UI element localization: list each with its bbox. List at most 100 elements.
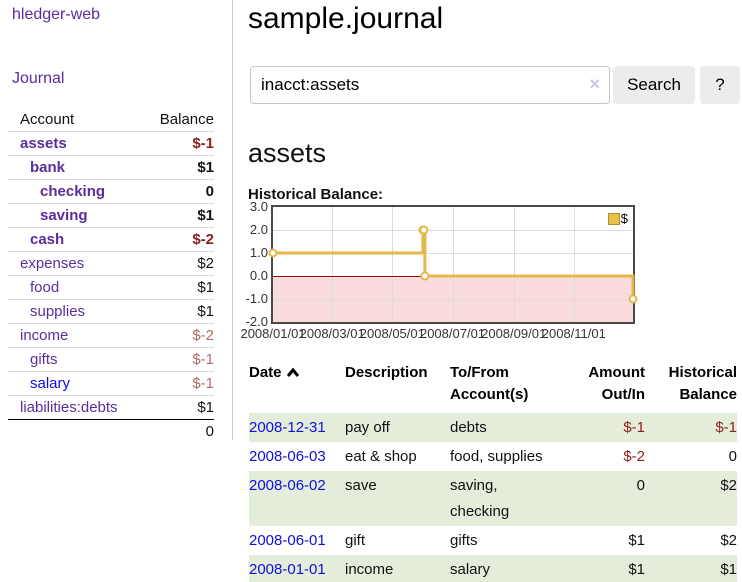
chart-legend: $ [607, 211, 628, 226]
register-header-accounts[interactable]: To/From Account(s) [450, 364, 529, 403]
transaction-date-link[interactable]: 2008-06-02 [249, 477, 326, 494]
register-row: 2008-06-03 eat & shop food, supplies $-2… [249, 442, 737, 471]
accounts-total-value: 0 [145, 419, 214, 443]
account-link-checking[interactable]: checking [40, 183, 106, 200]
account-row-liabilities-debts: liabilities:debts $1 [8, 395, 214, 420]
account-link-salary[interactable]: salary [30, 375, 71, 392]
accounts-header-account: Account [20, 111, 75, 128]
x-axis-tick-label: 2008/01/01 [240, 326, 306, 341]
sidebar-item-journal[interactable]: Journal [12, 70, 65, 87]
y-axis-tick-label: 3.0 [249, 199, 268, 214]
accounts-header-row: Account Balance [8, 108, 214, 132]
y-axis-tick-label: 1.0 [249, 245, 268, 260]
account-link-gifts[interactable]: gifts [30, 351, 58, 368]
clear-search-icon[interactable]: × [589, 74, 600, 94]
search-input[interactable] [250, 66, 610, 104]
account-row-checking: checking 0 [8, 179, 214, 204]
account-balance: $2 [145, 251, 214, 276]
account-link-income[interactable]: income [20, 327, 69, 344]
accounts-header-balance: Balance [159, 111, 214, 128]
x-axis-tick-label: 2008/03/01 [299, 326, 365, 341]
gridline [452, 207, 454, 322]
balance-series [268, 225, 638, 304]
data-point-marker [419, 225, 429, 235]
help-button[interactable]: ? [700, 66, 740, 104]
transaction-accounts: saving, checking [450, 477, 510, 520]
register-row: 2008-06-01 gift gifts $1 $2 [249, 526, 737, 555]
y-axis-tick-label: -1.0 [245, 291, 268, 306]
data-point-marker [628, 294, 638, 304]
legend-swatch-icon [607, 212, 620, 225]
app-title-link[interactable]: hledger-web [12, 6, 101, 23]
register-header-description[interactable]: Description [345, 364, 428, 381]
balance-chart-plot[interactable]: $ [268, 205, 638, 324]
register-row: 2008-12-31 pay off debts $-1 $-1 [249, 413, 737, 442]
sidebar-divider [232, 0, 233, 440]
y-axis-tick-label: 2.0 [249, 222, 268, 237]
data-point-marker [268, 248, 278, 258]
transaction-date-link[interactable]: 2008-06-01 [249, 532, 326, 549]
transaction-balance: $-1 [715, 419, 737, 436]
account-row-assets: assets $-1 [8, 131, 214, 156]
transaction-date-link[interactable]: 2008-12-31 [249, 419, 326, 436]
sort-ascending-icon [286, 367, 299, 377]
register-header-amount[interactable]: Amount Out/In [588, 364, 645, 403]
account-balance: $1 [145, 275, 214, 300]
transaction-date-link[interactable]: 2008-06-03 [249, 448, 326, 465]
transaction-balance: $2 [720, 477, 737, 494]
account-balance: 0 [145, 179, 214, 204]
x-axis-tick-label: 2008/09/01 [481, 326, 547, 341]
account-row-gifts: gifts $-1 [8, 347, 214, 372]
account-row-salary: salary $-1 [8, 371, 214, 396]
transaction-description: eat & shop [345, 448, 417, 465]
register-header-date[interactable]: Date [249, 360, 345, 413]
transaction-amount: $1 [628, 532, 645, 549]
page-title: sample.journal [248, 2, 444, 35]
account-row-cash: cash $-2 [8, 227, 214, 252]
account-link-expenses[interactable]: expenses [20, 255, 85, 272]
transaction-description: pay off [345, 419, 390, 436]
transaction-description: income [345, 561, 394, 578]
y-axis-tick-label: -2.0 [245, 314, 268, 329]
accounts-total-row: 0 [8, 419, 214, 443]
search-box: × [250, 66, 610, 104]
account-row-bank: bank $1 [8, 155, 214, 180]
account-link-saving[interactable]: saving [40, 207, 88, 224]
account-link-food[interactable]: food [30, 279, 60, 296]
transaction-accounts: salary [450, 561, 491, 578]
search-button[interactable]: Search [613, 66, 695, 104]
gridline [273, 230, 633, 231]
transaction-description: gift [345, 532, 366, 549]
transaction-accounts: gifts [450, 532, 478, 549]
accounts-table: Account Balance assets $-1 bank $1 checkin… [8, 108, 214, 443]
account-heading: assets [248, 138, 327, 168]
chart-title: Historical Balance: [248, 186, 384, 203]
gridline [573, 207, 575, 322]
account-row-food: food $1 [8, 275, 214, 300]
account-link-cash[interactable]: cash [30, 231, 65, 248]
gridline [332, 207, 334, 322]
account-row-expenses: expenses $2 [8, 251, 214, 276]
register-table: Date Description To/From Account(s) Amou… [249, 360, 737, 582]
transaction-accounts: debts [450, 419, 487, 436]
transaction-balance: $1 [720, 561, 737, 578]
register-header-balance[interactable]: Historical Balance [668, 364, 737, 403]
register-row: 2008-01-01 income salary $1 $1 [249, 555, 737, 582]
account-link-bank[interactable]: bank [30, 159, 66, 176]
x-axis-tick-label: 2008/11/01 [541, 326, 606, 341]
account-balance: $-1 [145, 347, 214, 372]
account-link-liabilities-debts[interactable]: liabilities:debts [20, 399, 118, 416]
y-axis-tick-label: 0.0 [249, 268, 268, 283]
transaction-amount: 0 [636, 477, 645, 494]
transaction-date-link[interactable]: 2008-01-01 [249, 561, 326, 578]
x-axis-tick-label: 2008/05/01 [359, 326, 425, 341]
account-balance: $1 [145, 395, 214, 420]
gridline [513, 207, 515, 322]
account-link-supplies[interactable]: supplies [30, 303, 86, 320]
transaction-amount: $-1 [623, 419, 645, 436]
account-row-supplies: supplies $1 [8, 299, 214, 324]
gridline [273, 253, 633, 254]
account-link-assets[interactable]: assets [20, 135, 67, 152]
gridline [273, 299, 633, 300]
